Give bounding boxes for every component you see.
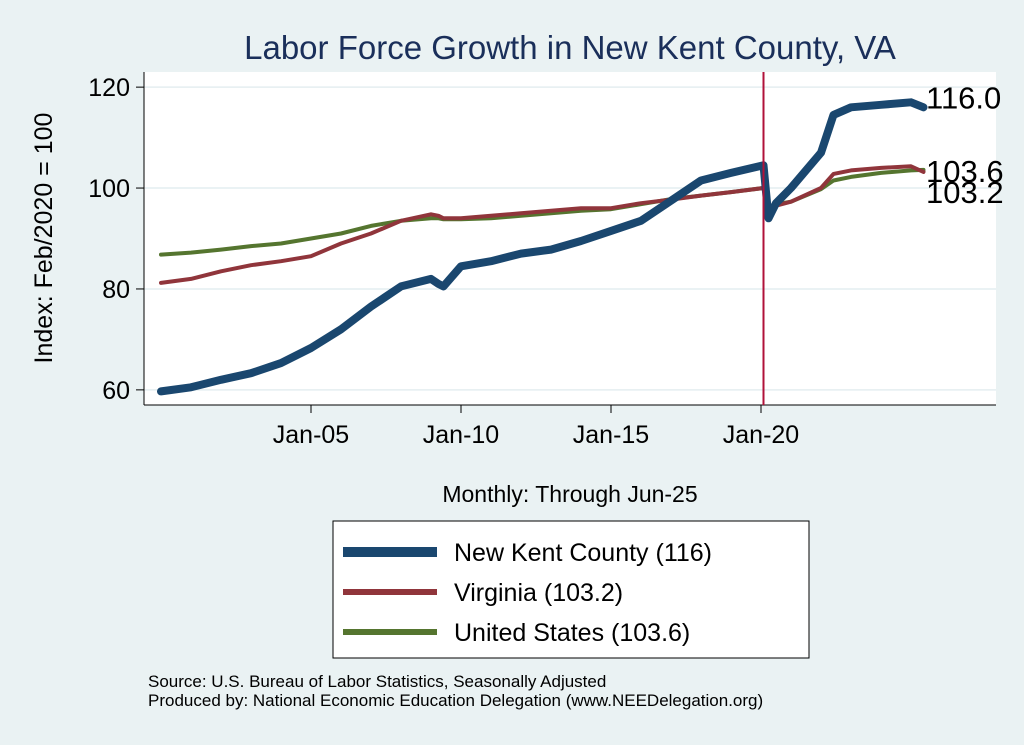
chart-title: Labor Force Growth in New Kent County, V… <box>244 29 896 66</box>
y-tick-label: 60 <box>102 377 130 405</box>
x-ticks: Jan-05 Jan-10 Jan-15 Jan-20 <box>273 405 799 449</box>
end-label: 116.0 <box>926 80 1001 115</box>
series-line-0 <box>157 98 928 396</box>
footer: Source: U.S. Bureau of Labor Statistics,… <box>148 672 763 710</box>
y-tick-label: 100 <box>88 175 130 203</box>
y-tick-label: 120 <box>88 74 130 102</box>
series-lines <box>157 98 928 396</box>
legend-label: United States (103.6) <box>454 619 690 647</box>
y-tick-label: 80 <box>102 276 130 304</box>
legend-label: Virginia (103.2) <box>454 579 623 607</box>
x-tick-label: Jan-15 <box>573 421 649 449</box>
x-axis-title: Monthly: Through Jun-25 <box>442 481 697 507</box>
producer-note: Produced by: National Economic Education… <box>148 691 764 710</box>
series-line-1 <box>159 164 926 285</box>
end-label: 103.2 <box>926 175 1004 210</box>
source-note: Source: U.S. Bureau of Labor Statistics,… <box>148 672 607 691</box>
y-ticks: 60 80 100 120 <box>88 74 144 405</box>
legend: New Kent County (116) Virginia (103.2) Uni… <box>332 520 810 659</box>
y-axis-title: Index: Feb/2020 = 100 <box>30 113 58 364</box>
plot-area <box>144 72 996 405</box>
end-label: 103.6 <box>926 154 1004 189</box>
grid-lines <box>144 86 996 391</box>
x-tick-label: Jan-05 <box>273 421 349 449</box>
x-tick-label: Jan-20 <box>723 421 799 449</box>
legend-label: New Kent County (116) <box>454 539 712 567</box>
x-tick-label: Jan-10 <box>423 421 499 449</box>
